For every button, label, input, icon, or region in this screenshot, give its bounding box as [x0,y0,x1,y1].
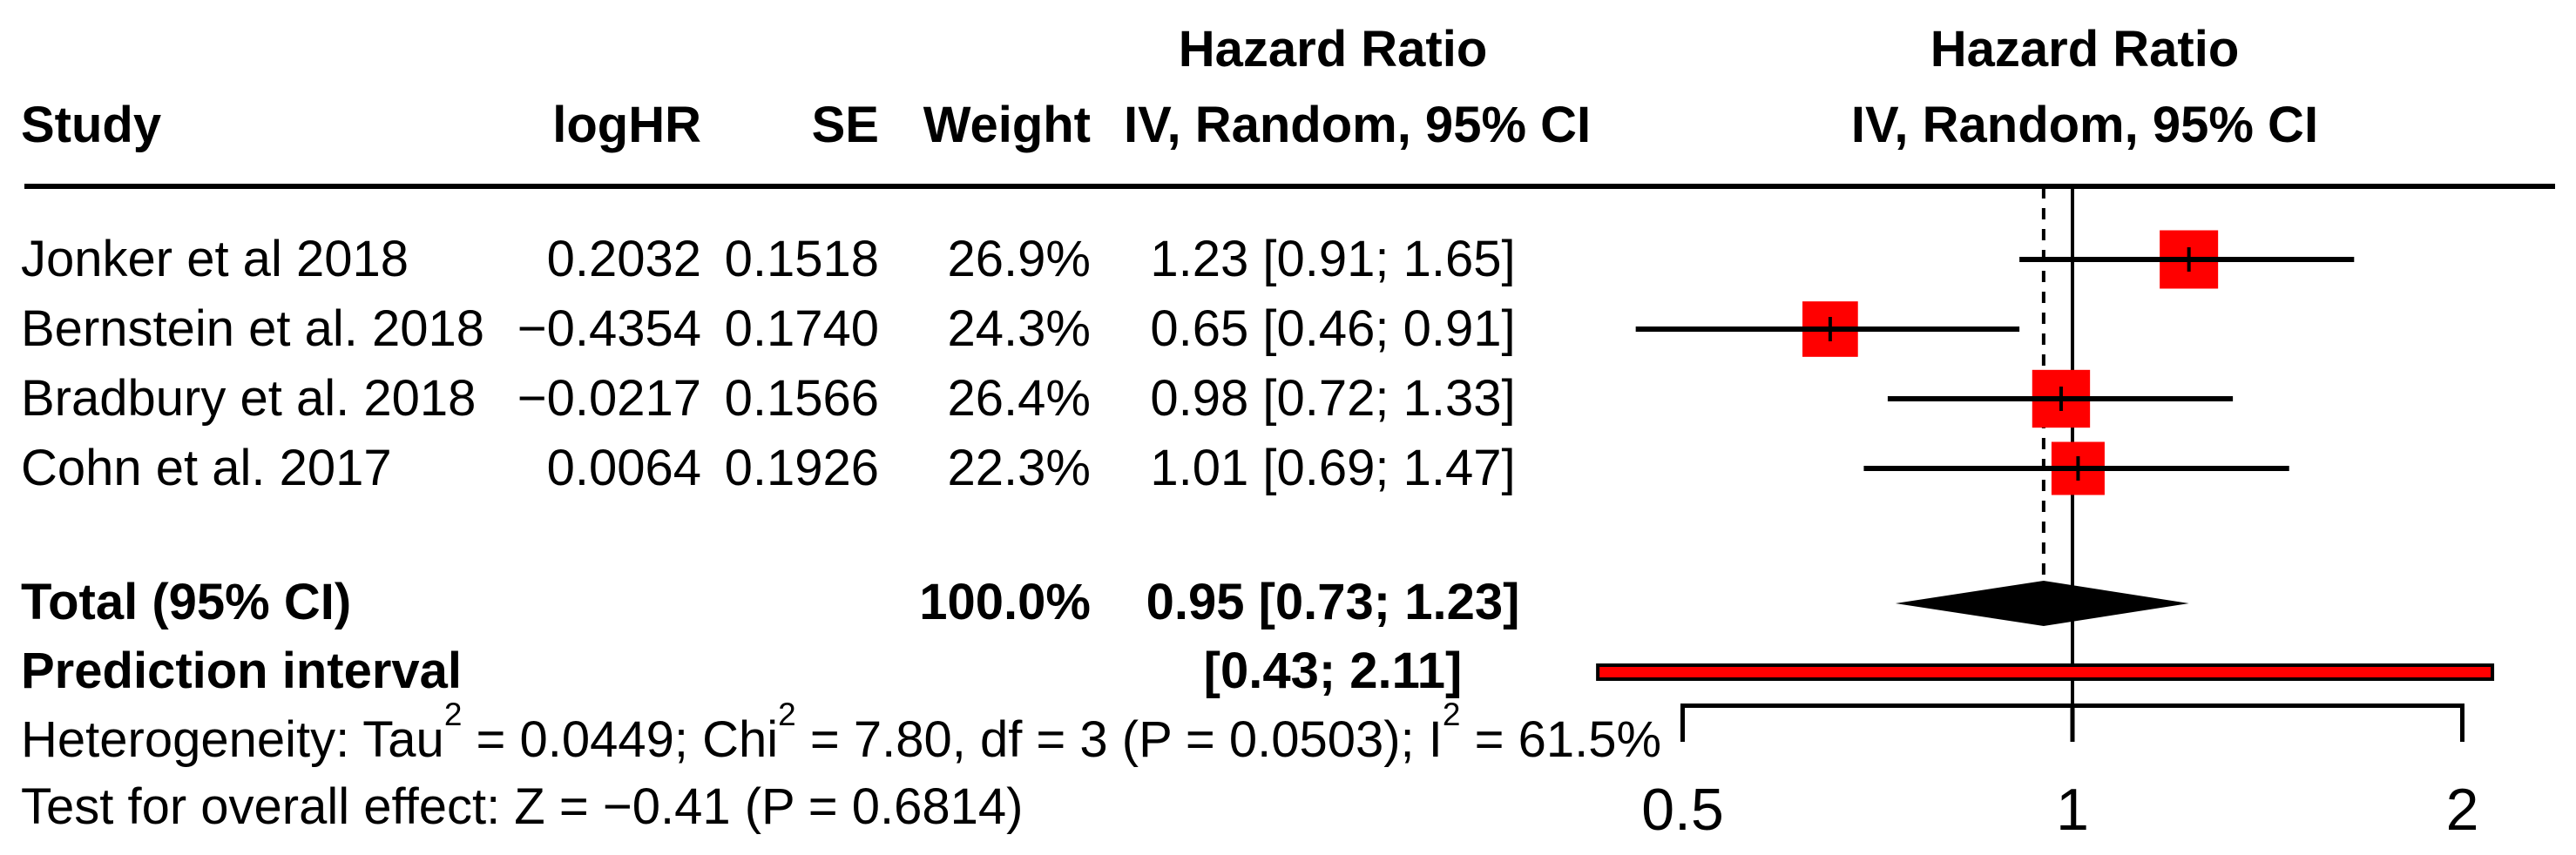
study-ci: 0.65 [0.46; 0.91] [1150,300,1516,357]
study-name: Bernstein et al. 2018 [21,300,485,357]
study-loghr: −0.0217 [517,370,701,427]
study-loghr: 0.0064 [546,440,701,496]
study-point-tick [2187,247,2191,272]
i-squared-sup: 2 [1442,697,1461,733]
col-header-loghr: logHR [552,97,701,153]
effect-col-header-line2: IV, Random, 95% CI [1124,97,1592,153]
study-point-tick [1828,317,1832,341]
prediction-ci: [0.43; 2.11] [1203,643,1463,699]
study-ci: 1.23 [0.91; 1.65] [1150,231,1516,287]
x-axis-tick [2460,704,2464,742]
study-point-tick [2059,387,2063,411]
prediction-label: Prediction interval [21,643,463,699]
study-name: Bradbury et al. 2018 [21,370,477,427]
x-axis-tick [1680,704,1685,742]
plot-col-header-line1: Hazard Ratio [1930,21,2240,77]
col-header-se: SE [811,97,879,153]
study-ci-line [2019,257,2355,262]
study-weight: 26.9% [947,231,1091,287]
study-ci: 0.98 [0.72; 1.33] [1150,370,1516,427]
total-label: Total (95% CI) [21,574,352,630]
col-header-weight: Weight [923,97,1091,153]
heterogeneity-text: Heterogeneity: Tau2 = 0.0449; Chi2 = 7.8… [21,698,1676,771]
tau-squared-sup: 2 [443,697,463,733]
total-ci: 0.95 [0.73; 1.23] [1146,574,1520,630]
text-fragment: = 0.0449; Chi [462,711,779,768]
study-se: 0.1566 [724,370,879,427]
study-weight: 24.3% [947,300,1091,357]
text-fragment: Heterogeneity: Tau [21,711,444,768]
chi-squared-sup: 2 [778,697,796,733]
total-weight: 100.0% [919,574,1091,630]
effect-col-header-line1: Hazard Ratio [1178,21,1488,77]
col-header-study: Study [21,97,162,153]
study-se: 0.1740 [724,300,879,357]
x-axis-label-1: 1 [2056,777,2089,843]
text-fragment: = 7.80, df = 3 (P = 0.0503); I [795,711,1443,768]
study-point-tick [2076,456,2080,481]
text-fragment: = 61.5% [1460,711,1662,768]
header-rule [24,184,2555,189]
study-loghr: 0.2032 [546,231,701,287]
x-axis-tick [2070,704,2075,742]
total-diamond [1895,581,2189,626]
study-se: 0.1518 [724,231,879,287]
study-name: Jonker et al 2018 [21,231,409,287]
study-ci: 1.01 [0.69; 1.47] [1150,440,1516,496]
overall-effect-text: Test for overall effect: Z = −0.41 (P = … [21,778,1024,835]
study-weight: 22.3% [947,440,1091,496]
study-name: Cohn et al. 2017 [21,440,392,496]
x-axis-label-0.5: 0.5 [1641,777,1724,843]
x-axis-label-2: 2 [2445,777,2479,843]
study-ci-line [1635,327,2020,332]
study-weight: 26.4% [947,370,1091,427]
prediction-interval-bar [1596,663,2495,681]
study-loghr: −0.4354 [517,300,701,357]
study-se: 0.1926 [724,440,879,496]
plot-col-header-line2: IV, Random, 95% CI [1850,97,2319,153]
